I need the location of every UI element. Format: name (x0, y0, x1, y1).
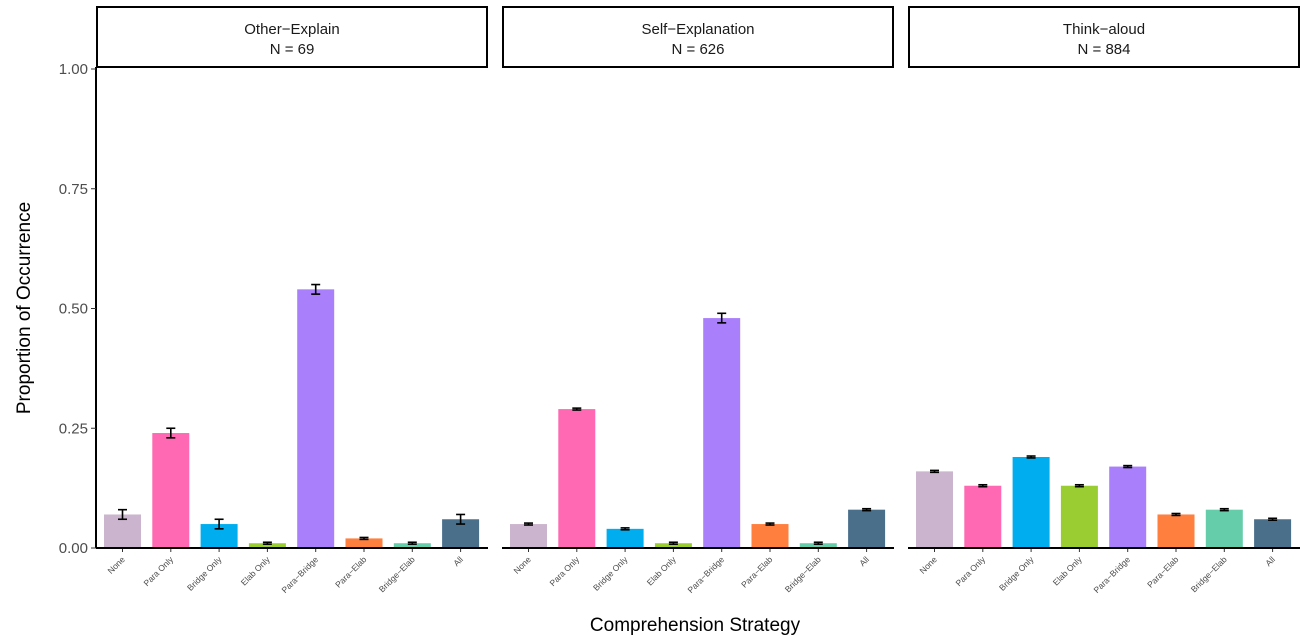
facet-title: Other−Explain (244, 21, 339, 38)
bar (248, 543, 286, 548)
facet-panel: Self−Explanation N = 626 None Para Only Brid… (502, 6, 894, 595)
x-tick-label: Para−Elab (739, 554, 774, 589)
bar (654, 543, 692, 548)
bar (751, 524, 789, 548)
bar (152, 433, 190, 548)
facet-title: Self−Explanation (642, 21, 755, 38)
x-axis-title: Comprehension Strategy (590, 615, 801, 636)
x-tick-label: Para−Elab (1145, 554, 1180, 589)
x-tick-label: None (917, 554, 939, 576)
x-tick-label: None (511, 554, 533, 576)
facet-panel: Other−Explain N = 69 None Para Only Bridge O… (96, 6, 488, 595)
facet-n-label: N = 69 (270, 41, 315, 58)
bar (510, 524, 547, 548)
bar (1254, 519, 1292, 548)
x-tick-label: Bridge Only (185, 554, 224, 593)
facet-title: Think−aloud (1063, 21, 1145, 38)
bar (297, 289, 335, 548)
facet-strip (96, 6, 488, 68)
x-tick-label: Para−Elab (333, 554, 368, 589)
facet-strip (502, 6, 894, 68)
bar (916, 471, 953, 548)
bar (558, 409, 596, 548)
x-tick-label: Bridge Only (591, 554, 630, 593)
bar (393, 543, 431, 548)
bar (606, 528, 644, 548)
y-tick-label: 1.00 (59, 61, 88, 78)
facet-panel: Think−aloud N = 884 None Para Only Bridge On… (908, 6, 1300, 595)
bar (1060, 485, 1098, 548)
bar (799, 543, 837, 548)
bar (703, 318, 741, 548)
x-tick-label: Para−Bridge (1091, 554, 1132, 595)
bar (200, 524, 238, 548)
x-tick-label: None (105, 554, 127, 576)
x-tick-label: All (1263, 554, 1277, 568)
facet-n-label: N = 626 (672, 41, 725, 58)
bar (1012, 456, 1050, 548)
x-tick-label: Bridge−Elab (377, 554, 417, 594)
x-tick-label: Elab Only (239, 554, 273, 588)
x-tick-label: Para−Bridge (279, 554, 320, 595)
x-tick-label: Para Only (953, 554, 987, 588)
x-tick-label: Elab Only (1051, 554, 1085, 588)
bar (848, 509, 886, 548)
x-tick-label: All (857, 554, 871, 568)
x-tick-label: All (451, 554, 465, 568)
x-tick-label: Para−Bridge (685, 554, 726, 595)
x-tick-label: Bridge−Elab (1189, 554, 1229, 594)
facet-strip (908, 6, 1300, 68)
x-tick-label: Bridge−Elab (783, 554, 823, 594)
y-axis: 0.00 0.25 0.50 0.75 1.00 (59, 61, 97, 557)
y-tick-label: 0.25 (59, 420, 88, 437)
x-tick-label: Elab Only (645, 554, 679, 588)
bar (1109, 466, 1147, 548)
panels-layer: Other−Explain N = 69 None Para Only Bridge O… (96, 6, 1300, 595)
x-tick-label: Para Only (547, 554, 581, 588)
y-tick-label: 0.75 (59, 181, 88, 198)
bar (1205, 509, 1243, 548)
facet-n-label: N = 884 (1078, 41, 1131, 58)
y-tick-label: 0.50 (59, 301, 88, 318)
x-tick-label: Bridge Only (997, 554, 1036, 593)
y-tick-label: 0.00 (59, 540, 88, 557)
y-axis-title: Proportion of Occurrence (14, 202, 35, 414)
bar (1157, 514, 1195, 548)
x-tick-label: Para Only (141, 554, 175, 588)
bar (964, 485, 1002, 548)
bar (345, 538, 383, 548)
